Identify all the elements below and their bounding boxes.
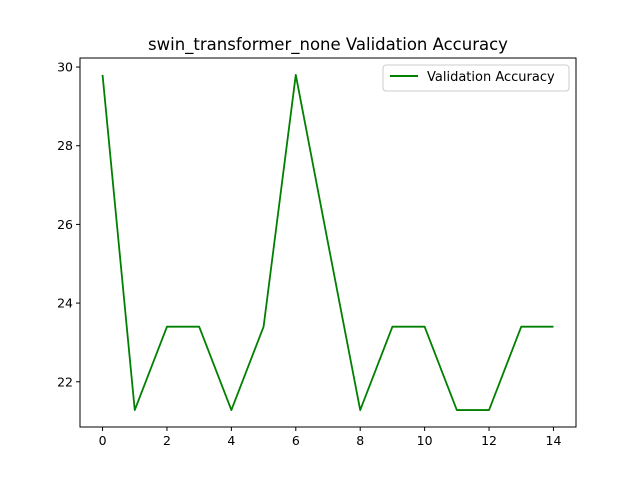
y-tick-label: 30 [57, 60, 73, 75]
plot-area [79, 57, 577, 428]
x-tick-label: 0 [99, 433, 107, 448]
y-tick-label: 22 [57, 374, 73, 389]
x-tick-label: 4 [227, 433, 235, 448]
y-tick-label: 26 [57, 217, 73, 232]
y-tick-label: 24 [57, 296, 73, 311]
x-tick-label: 8 [356, 433, 364, 448]
y-axis: 22 24 26 28 30 [57, 60, 80, 389]
x-tick-label: 14 [546, 433, 562, 448]
series-line [101, 74, 554, 411]
x-tick-label: 12 [481, 433, 497, 448]
legend: Validation Accuracy [382, 64, 570, 92]
x-tick-label: 2 [163, 433, 171, 448]
plot-frame [79, 57, 577, 428]
x-tick-label: 10 [417, 433, 433, 448]
x-tick-label: 6 [292, 433, 300, 448]
chart-title: swin_transformer_none Validation Accurac… [148, 35, 508, 55]
legend-box [382, 64, 570, 92]
x-axis: 0 2 4 6 8 10 12 14 [99, 427, 562, 448]
y-tick-label: 28 [57, 138, 73, 153]
series-layer [101, 74, 554, 411]
legend-label: Validation Accuracy [427, 70, 555, 85]
